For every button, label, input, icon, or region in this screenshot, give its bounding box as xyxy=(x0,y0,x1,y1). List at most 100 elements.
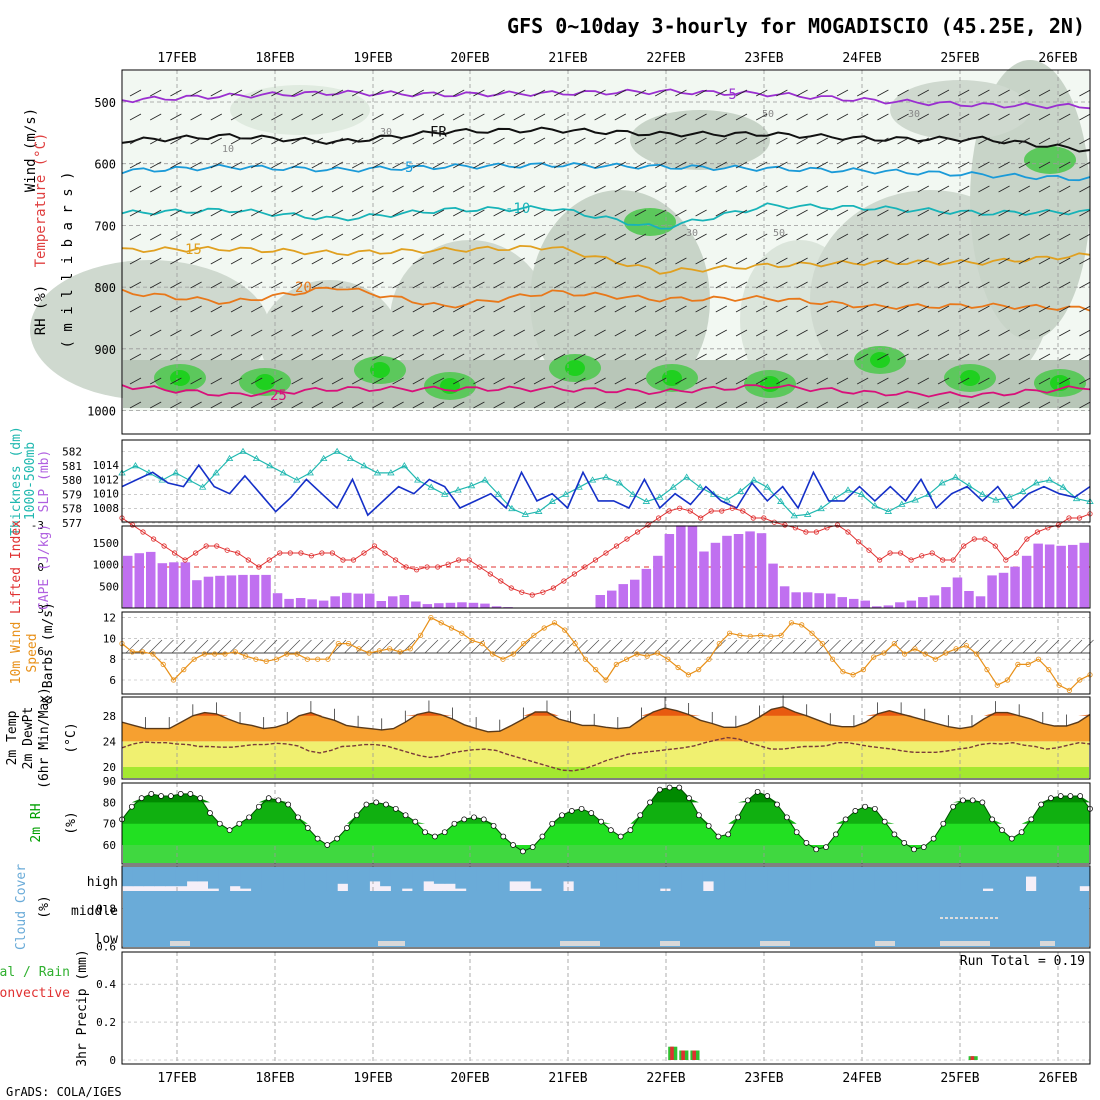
wind-barb xyxy=(998,305,1010,313)
cloud-high-bar xyxy=(606,867,618,891)
wind-barb xyxy=(1079,233,1091,241)
wind-barb xyxy=(331,281,344,289)
wind-barb xyxy=(715,137,727,145)
wind-barb xyxy=(776,329,788,337)
wind-barb xyxy=(723,639,738,654)
cape-bar xyxy=(376,601,386,608)
wind-barb xyxy=(655,401,667,409)
wind-barb xyxy=(937,353,950,361)
wind-speed-point xyxy=(654,650,661,656)
wind-barb xyxy=(1038,233,1051,241)
wind-barb xyxy=(170,281,182,289)
wind-tick: 12 xyxy=(103,612,116,625)
wind-barb xyxy=(857,185,869,193)
thickness-point xyxy=(750,476,758,483)
wind-barb xyxy=(896,639,910,654)
wind-speed-point xyxy=(500,656,506,662)
wind-barb xyxy=(735,161,748,169)
wind-barb xyxy=(321,639,335,654)
wind-barb xyxy=(614,161,626,169)
wind-barb xyxy=(229,639,243,654)
thickness-point xyxy=(857,490,866,497)
thickness-point xyxy=(615,479,624,486)
wind-barb xyxy=(978,281,990,289)
cloud-high-bar xyxy=(1079,867,1091,887)
rh-point xyxy=(901,840,908,846)
wind-barb xyxy=(695,377,707,385)
rh-point xyxy=(256,803,262,810)
rh-point xyxy=(422,829,428,836)
thickness-tick: 582 xyxy=(62,446,82,459)
wind-speed-point xyxy=(665,656,671,662)
thickness-point xyxy=(360,462,368,469)
rh-point xyxy=(168,793,174,799)
wind-barb xyxy=(271,353,283,361)
wind-barb xyxy=(271,377,283,385)
wind-speed-point xyxy=(891,640,897,647)
wind-barb xyxy=(412,401,424,409)
wind-barb xyxy=(1018,113,1030,121)
wind-barb xyxy=(252,639,266,654)
wind-barb xyxy=(331,257,344,265)
thickness-point xyxy=(898,500,906,507)
cape-bar xyxy=(457,602,467,608)
wind-barb xyxy=(240,639,255,654)
wind-barb xyxy=(796,89,808,97)
cloud-high-bar xyxy=(552,867,564,891)
wind-barb xyxy=(735,185,748,193)
cape-bar xyxy=(468,602,479,608)
cloud-low-patch xyxy=(760,941,790,946)
thickness-point xyxy=(252,454,261,462)
rh-point xyxy=(226,827,233,833)
wind-barb xyxy=(473,137,485,145)
li-point xyxy=(382,550,388,556)
wind-barb xyxy=(150,113,162,121)
wind-barb xyxy=(291,281,303,289)
wind-barb xyxy=(594,185,606,193)
li-point xyxy=(919,553,925,559)
wind-barb xyxy=(251,377,263,385)
wind-barb xyxy=(857,89,869,97)
cloud-low-patch xyxy=(378,941,405,946)
wind-barb xyxy=(937,401,950,409)
wind-barb xyxy=(715,353,727,361)
wind-barb xyxy=(574,401,586,409)
wind-barb xyxy=(1059,137,1071,145)
wind-barb xyxy=(958,89,970,97)
rh-contour-label: 30 xyxy=(908,109,920,120)
li-point xyxy=(561,578,567,584)
axis-label: Convective xyxy=(0,986,70,1001)
rh-point xyxy=(735,814,741,821)
wind-barb xyxy=(594,401,606,409)
wind-barb xyxy=(634,137,647,145)
cloud-high-bar xyxy=(1025,867,1037,877)
wind-barb xyxy=(655,257,667,265)
wind-barb xyxy=(756,353,768,361)
cape-bar xyxy=(849,598,859,608)
wind-barb xyxy=(897,257,909,265)
li-point xyxy=(456,557,462,563)
rh-point xyxy=(344,825,350,831)
wind-barb xyxy=(1079,257,1091,265)
wind-barb xyxy=(493,377,505,385)
thickness-point xyxy=(387,469,395,476)
wind-speed-point xyxy=(315,656,321,662)
wind-barb xyxy=(170,377,182,385)
wind-barb xyxy=(1057,639,1071,654)
thickness-point xyxy=(172,469,180,476)
wind-barb xyxy=(251,401,263,409)
wind-barb xyxy=(190,209,202,217)
wind-speed-point xyxy=(1046,666,1052,673)
wind-barb xyxy=(1018,137,1030,145)
wind-barb xyxy=(453,185,465,193)
axis-label: Temperature (°C) xyxy=(33,133,49,268)
wind-barb xyxy=(493,329,505,337)
wind-barb xyxy=(675,281,687,289)
wind-barb xyxy=(695,113,707,121)
rh-point xyxy=(627,827,634,833)
wind-barb xyxy=(756,161,768,169)
wind-speed-point xyxy=(737,632,743,638)
wind-barb xyxy=(574,209,586,217)
wind-barb xyxy=(776,89,788,97)
wind-barb xyxy=(352,353,364,361)
